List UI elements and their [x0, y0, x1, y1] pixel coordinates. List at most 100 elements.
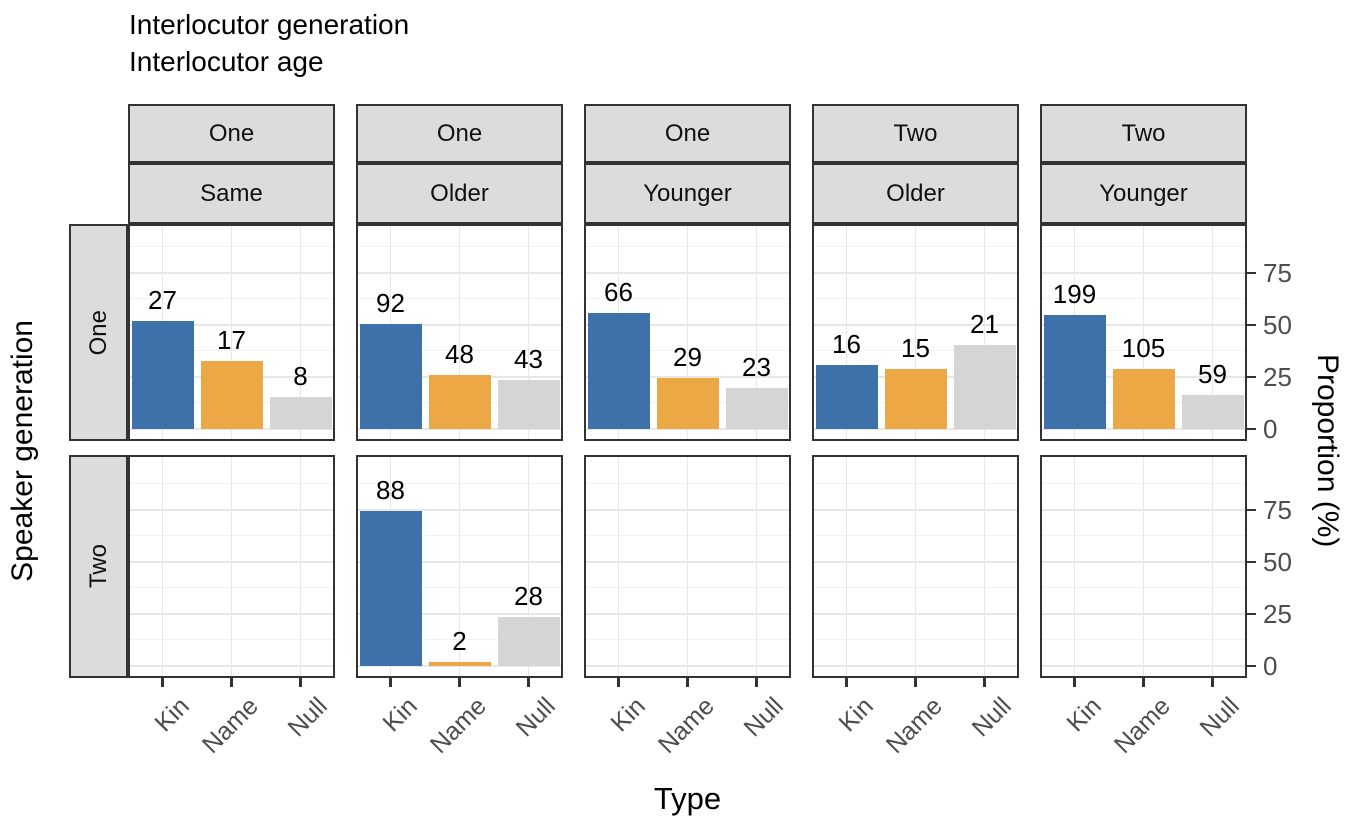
facet-row-strip: Two — [69, 455, 128, 678]
facet-col-strip-age: Older — [356, 163, 563, 224]
facet-col-strip-age: Younger — [584, 163, 791, 224]
x-axis-tick — [1142, 678, 1145, 687]
gridline-major-v — [983, 457, 986, 676]
x-axis-tick — [299, 678, 302, 687]
y-axis-tick — [1247, 612, 1256, 616]
gridline-major-v — [527, 457, 530, 676]
y-axis-tick — [1247, 664, 1256, 668]
facet-panel: 16 15 21 — [812, 224, 1019, 441]
bar-name — [428, 662, 491, 666]
facet-panel: 27 17 8 — [128, 224, 335, 441]
chart-title-line2: Interlocutor age — [129, 46, 324, 77]
y-axis-tick-label: 75 — [1263, 258, 1292, 288]
gridline-major-v — [230, 457, 233, 676]
bar-kin — [587, 312, 650, 429]
gridline-major-v — [845, 457, 848, 676]
facet-panel: 88 2 28 — [356, 455, 563, 678]
bar-null — [497, 380, 560, 429]
gridline-major-v — [983, 226, 986, 439]
x-axis-tick — [1211, 678, 1214, 687]
x-axis-tick — [845, 678, 848, 687]
facet-col-strip-generation: Two — [1040, 104, 1247, 163]
x-axis-tick — [230, 678, 233, 687]
bar-count-label: 43 — [514, 344, 543, 375]
facet-col-strip-generation: One — [128, 104, 335, 163]
bar-null — [1181, 395, 1244, 429]
bar-count-label: 59 — [1198, 359, 1227, 390]
bar-count-label: 2 — [452, 626, 467, 657]
y-axis-tick — [1247, 375, 1256, 379]
bar-null — [269, 396, 332, 429]
facet-panel — [812, 455, 1019, 678]
gridline-major-v — [617, 457, 620, 676]
bar-kin — [815, 364, 878, 429]
chart-title-line1: Interlocutor generation — [129, 9, 410, 40]
bar-null — [725, 388, 788, 429]
bar-count-label: 29 — [673, 341, 702, 372]
facet-col-strip-age: Same — [128, 163, 335, 224]
bar-count-label: 8 — [293, 360, 308, 391]
gridline-major-v — [1142, 457, 1145, 676]
bar-count-label: 92 — [376, 288, 405, 319]
y-axis-tick — [1247, 508, 1256, 512]
x-axis-tick — [755, 678, 758, 687]
gridline-major-v — [686, 226, 689, 439]
x-axis-tick — [389, 678, 392, 687]
bar-name — [884, 369, 947, 429]
y-axis-tick-label: 75 — [1263, 495, 1292, 525]
bar-kin — [359, 510, 422, 666]
bar-count-label: 28 — [514, 580, 543, 611]
bar-name — [1112, 368, 1175, 429]
bar-count-label: 105 — [1121, 332, 1166, 363]
gridline-major-v — [914, 457, 917, 676]
facet-col-strip-generation: One — [356, 104, 563, 163]
bar-count-label: 199 — [1052, 279, 1097, 310]
x-axis-tick — [686, 678, 689, 687]
gridline-major-v — [458, 457, 461, 676]
bar-null — [953, 344, 1016, 429]
row-facet-axis-title: Speaker generation — [0, 224, 46, 678]
gridline-major-v — [1142, 226, 1145, 439]
bar-count-label: 21 — [970, 308, 999, 339]
bar-count-label: 17 — [217, 324, 246, 355]
y-axis-tick — [1247, 271, 1256, 275]
facet-panel: 66 29 23 — [584, 224, 791, 441]
bar-count-label: 27 — [148, 285, 177, 316]
y-axis-tick-label: 25 — [1263, 599, 1292, 629]
bar-count-label: 23 — [742, 352, 771, 383]
x-axis-tick — [914, 678, 917, 687]
y-axis-tick — [1247, 323, 1256, 327]
y-axis-tick-label: 0 — [1263, 414, 1278, 444]
x-axis-tick — [458, 678, 461, 687]
x-axis-tick — [983, 678, 986, 687]
gridline-major-v — [845, 226, 848, 439]
bar-kin — [131, 321, 194, 429]
gridline-major-v — [161, 457, 164, 676]
facet-row-strip: One — [69, 224, 128, 441]
x-axis-tick — [617, 678, 620, 687]
chart-title: Interlocutor generation Interlocutor age — [129, 6, 409, 80]
bar-name — [656, 377, 719, 429]
facet-col-strip-age: Younger — [1040, 163, 1247, 224]
facet-col-strip-generation: One — [584, 104, 791, 163]
row-facet-axis-title-text: Speaker generation — [6, 320, 39, 582]
bar-count-label: 88 — [376, 474, 405, 505]
facet-panel — [584, 455, 791, 678]
bar-count-label: 16 — [832, 328, 861, 359]
bar-count-label: 15 — [901, 333, 930, 364]
y-axis-title: Proportion (%) — [1304, 224, 1350, 678]
bar-null — [497, 616, 560, 666]
gridline-major-v — [230, 226, 233, 439]
gridline-major-v — [755, 226, 758, 439]
y-axis-tick — [1247, 560, 1256, 564]
y-axis-tick-label: 0 — [1263, 651, 1278, 681]
facet-row-strip-label: One — [84, 309, 112, 356]
gridline-major-v — [755, 457, 758, 676]
bar-name — [428, 374, 491, 429]
y-axis-tick-label: 50 — [1263, 310, 1292, 340]
gridline-major-v — [527, 226, 530, 439]
y-axis-tick-label: 25 — [1263, 362, 1292, 392]
y-axis-tick-label: 50 — [1263, 547, 1292, 577]
facet-row-strip-label: Two — [84, 544, 112, 589]
